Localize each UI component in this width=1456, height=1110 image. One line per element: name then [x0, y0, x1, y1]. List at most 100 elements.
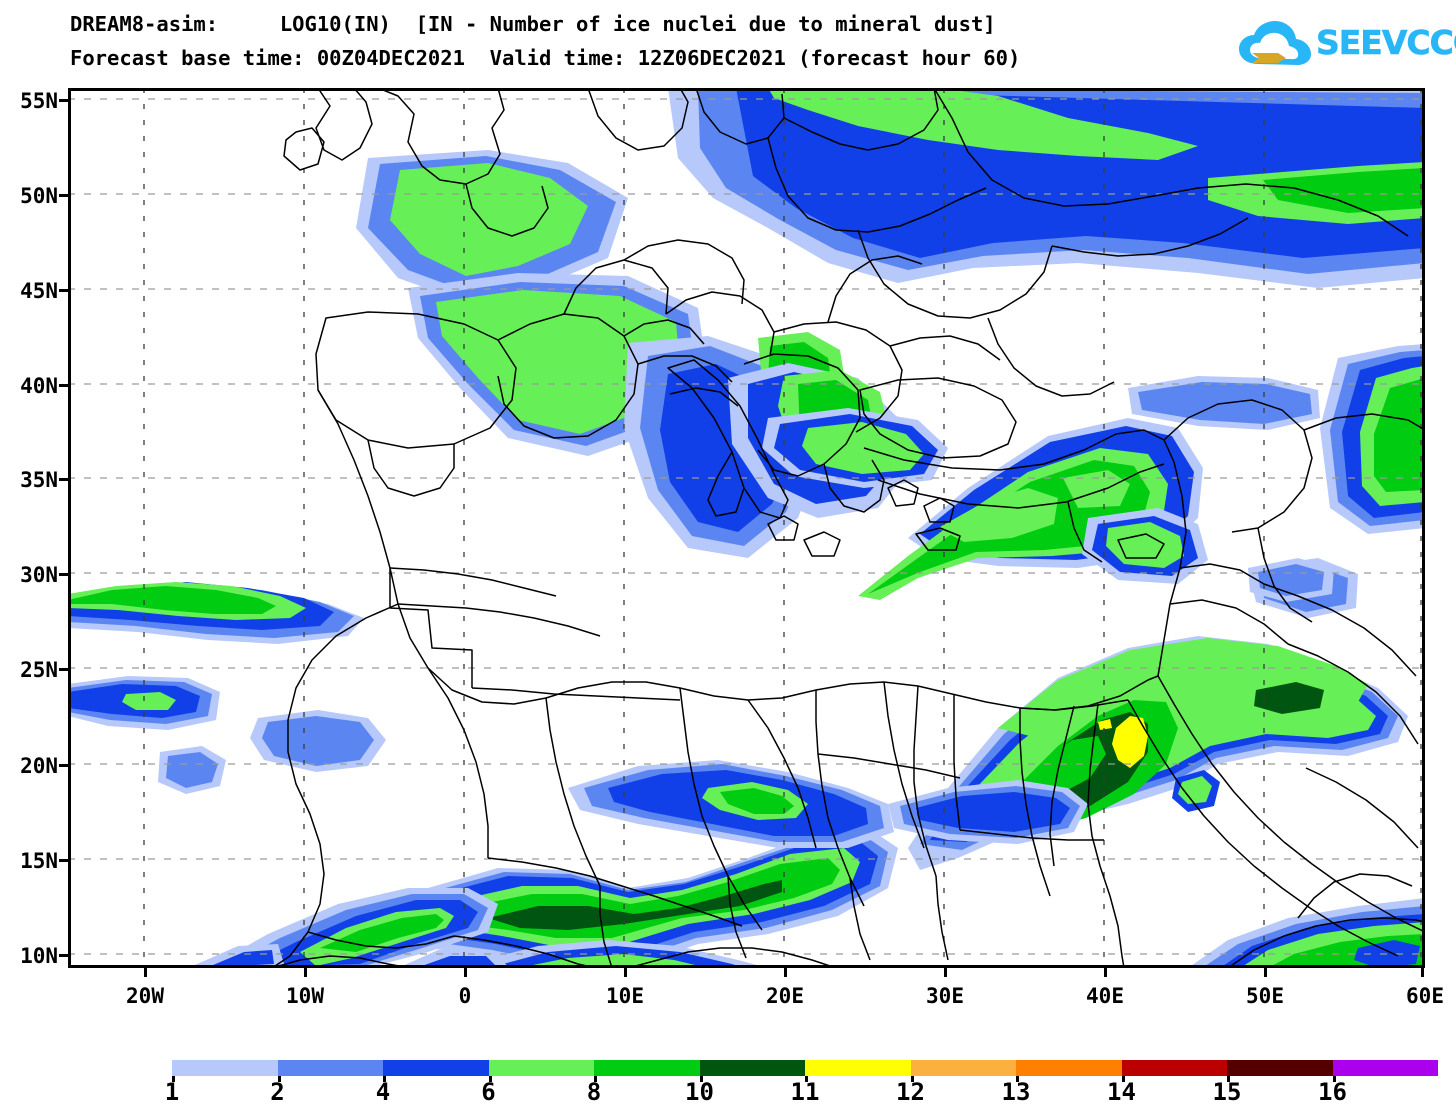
- lat-label-45N: 45N: [20, 279, 58, 303]
- lon-tick-20W: [144, 968, 147, 977]
- lon-label-50E: 50E: [1246, 984, 1284, 1008]
- lon-label-40E: 40E: [1086, 984, 1124, 1008]
- colorbar-segment-pale-blue[interactable]: [172, 1060, 278, 1076]
- gridlines: [68, 98, 1425, 955]
- lat-label-25N: 25N: [20, 658, 58, 682]
- plume-atlantic-morocco: [68, 582, 364, 644]
- colorbar-segment-green[interactable]: [594, 1060, 700, 1076]
- colorbar-tick-1: [172, 1076, 175, 1082]
- lon-tick-30E: [944, 968, 947, 977]
- colorbar-tick-15: [1227, 1076, 1230, 1082]
- lat-label-20N: 20N: [20, 754, 58, 778]
- colorbar-tick-label-11: 11: [790, 1078, 820, 1106]
- colorbar-tick-14: [1121, 1076, 1125, 1082]
- plume-atlantic-small-patches: [158, 710, 386, 794]
- forecast-map[interactable]: [68, 88, 1425, 968]
- plume-sahel-belt: [368, 828, 898, 968]
- colorbar-segment-light-green[interactable]: [488, 1060, 594, 1076]
- lat-tick-15N: [59, 859, 68, 862]
- lon-label-60E: 60E: [1406, 984, 1444, 1008]
- colorbar-tick-label-8: 8: [586, 1078, 602, 1106]
- lon-label-20E: 20E: [766, 984, 804, 1008]
- colorbar-segment-medium-blue[interactable]: [277, 1060, 383, 1076]
- header: DREAM8-asim: LOG10(IN) [IN - Number of i…: [0, 0, 1456, 80]
- lon-tick-50E: [1264, 968, 1267, 977]
- colorbar-segment-light-orange[interactable]: [910, 1060, 1016, 1076]
- colorbar-segment-strong-blue[interactable]: [383, 1060, 489, 1076]
- plume-levant: [1082, 508, 1208, 584]
- forecast-time-subtitle: Forecast base time: 00Z04DEC2021 Valid t…: [70, 46, 1021, 70]
- lat-label-40N: 40N: [20, 374, 58, 398]
- lon-tick-10E: [624, 968, 627, 977]
- lon-tick-40E: [1104, 968, 1107, 977]
- colorbar-tick-8: [594, 1076, 597, 1082]
- seevccc-logo: SEEVCCC: [1238, 18, 1456, 70]
- plume-gulf-of-aden: [1188, 898, 1425, 968]
- coastlines: [271, 88, 1425, 968]
- lon-label-20W: 20W: [126, 984, 164, 1008]
- lon-label-10E: 10E: [606, 984, 644, 1008]
- lat-tick-50N: [59, 194, 68, 197]
- colorbar-segment-orange[interactable]: [1016, 1060, 1122, 1076]
- colorbar[interactable]: [172, 1060, 1438, 1076]
- colorbar-segment-dark-red[interactable]: [1121, 1060, 1227, 1076]
- lon-tick-20E: [784, 968, 787, 977]
- logo-text: SEEVCCC: [1316, 23, 1456, 63]
- plume-niger-chad: [888, 780, 1088, 844]
- colorbar-labels: 1 2 4 6 8 10 11 12 13 14 15 16: [0, 1078, 1456, 1108]
- lat-tick-45N: [59, 289, 68, 292]
- plume-atlantic-canaries: [68, 676, 220, 730]
- lon-tick-0: [464, 968, 467, 977]
- colorbar-tick-label-4: 4: [375, 1078, 391, 1106]
- lon-label-0: 0: [458, 984, 472, 1008]
- lat-label-10N: 10N: [20, 944, 58, 968]
- colorbar-tick-10: [699, 1076, 703, 1082]
- lat-tick-55N: [59, 99, 68, 102]
- lat-tick-40N: [59, 384, 68, 387]
- colorbar-tick-2: [277, 1076, 281, 1082]
- colorbar-tick-label-12: 12: [896, 1078, 925, 1106]
- colorbar-tick-11: [805, 1076, 808, 1082]
- lon-label-10W: 10W: [286, 984, 324, 1008]
- colorbar-segment-dark-green[interactable]: [699, 1060, 805, 1076]
- colorbar-tick-16: [1332, 1076, 1336, 1082]
- lat-tick-20N: [59, 764, 68, 767]
- map-frame: [68, 88, 1425, 968]
- lat-tick-35N: [59, 478, 68, 481]
- plume-west-africa-coast: [208, 888, 498, 968]
- colorbar-tick-6: [488, 1076, 492, 1082]
- lon-tick-10W: [304, 968, 307, 977]
- colorbar-tick-4: [383, 1076, 386, 1082]
- colorbar-tick-label-14: 14: [1107, 1078, 1136, 1106]
- lat-tick-25N: [59, 668, 68, 671]
- cloud-icon: [1239, 21, 1311, 65]
- lat-label-30N: 30N: [20, 563, 58, 587]
- colorbar-segment-yellow[interactable]: [805, 1060, 911, 1076]
- colorbar-tick-label-13: 13: [1001, 1078, 1031, 1106]
- plume-caspian-east: [1320, 344, 1425, 534]
- plume-isolated-patch-east: [1172, 770, 1220, 812]
- colorbar-segment-maroon[interactable]: [1227, 1060, 1333, 1076]
- colorbar-tick-label-16: 16: [1318, 1078, 1347, 1106]
- colorbar-tick-label-15: 15: [1212, 1078, 1242, 1106]
- map-canvas[interactable]: [68, 88, 1425, 968]
- colorbar-segment-purple[interactable]: [1332, 1060, 1438, 1076]
- plume-north-europe: [668, 88, 1425, 288]
- lat-tick-30N: [59, 573, 68, 576]
- page-title: DREAM8-asim: LOG10(IN) [IN - Number of i…: [70, 12, 996, 36]
- colorbar-tick-12: [910, 1076, 914, 1082]
- lat-label-15N: 15N: [20, 849, 58, 873]
- lat-label-55N: 55N: [20, 89, 58, 113]
- plume-belarus-ukraine: [356, 150, 708, 456]
- colorbar-tick-13: [1016, 1076, 1019, 1082]
- plume-black-sea: [762, 408, 948, 488]
- lon-label-30E: 30E: [926, 984, 964, 1008]
- lon-tick-60E: [1421, 968, 1424, 977]
- colorbar-tick-label-2: 2: [270, 1078, 285, 1106]
- colorbar-tick-label-10: 10: [685, 1078, 714, 1106]
- colorbar-tick-label-1: 1: [164, 1078, 180, 1106]
- lat-label-50N: 50N: [20, 184, 58, 208]
- gridlines-meridians: [143, 88, 1422, 968]
- colorbar-tick-label-6: 6: [481, 1078, 496, 1106]
- lat-tick-10N: [59, 954, 68, 957]
